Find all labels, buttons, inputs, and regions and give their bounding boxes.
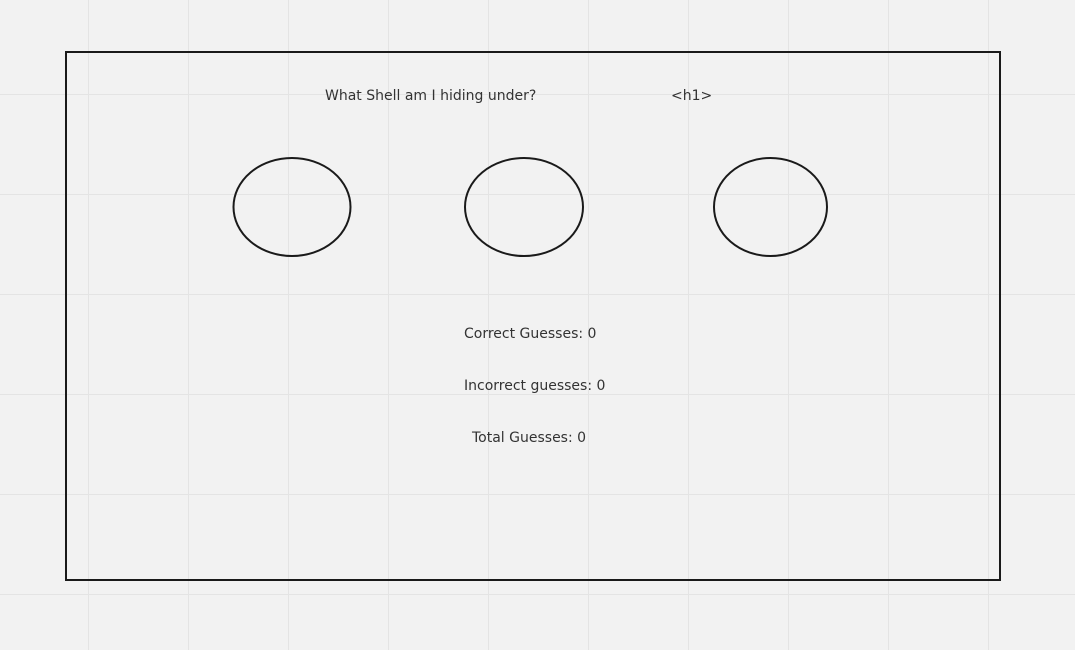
page-title: What Shell am I hiding under? <box>325 88 537 104</box>
total-guesses-counter: Total Guesses: 0 <box>472 430 587 446</box>
shell-1[interactable] <box>232 156 353 258</box>
shell-3[interactable] <box>712 156 829 258</box>
correct-guesses-counter: Correct Guesses: 0 <box>464 326 597 342</box>
h1-annotation: <h1> <box>671 88 713 104</box>
game-frame <box>65 51 1001 581</box>
incorrect-guesses-counter: Incorrect guesses: 0 <box>464 378 606 394</box>
shell-2[interactable] <box>463 156 585 258</box>
